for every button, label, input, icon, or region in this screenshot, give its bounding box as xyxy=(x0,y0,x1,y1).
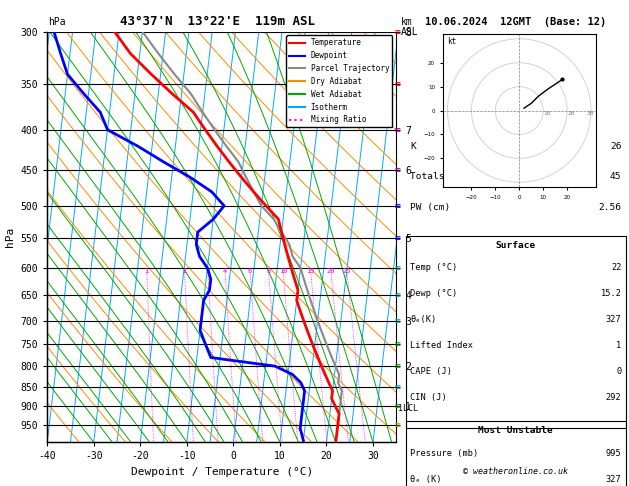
Text: ≡: ≡ xyxy=(394,201,401,211)
Text: 20: 20 xyxy=(567,111,574,116)
Text: CIN (J): CIN (J) xyxy=(410,393,447,402)
Text: 45: 45 xyxy=(610,173,621,181)
Text: 4: 4 xyxy=(223,268,227,274)
Text: Pressure (mb): Pressure (mb) xyxy=(410,449,479,458)
Text: Dewp (°C): Dewp (°C) xyxy=(410,289,457,298)
Text: 2.56: 2.56 xyxy=(598,203,621,212)
Text: ≡: ≡ xyxy=(394,290,401,300)
Text: PW (cm): PW (cm) xyxy=(410,203,450,212)
Text: ≡: ≡ xyxy=(394,165,401,175)
Text: Totals Totals: Totals Totals xyxy=(410,173,485,181)
Text: θₑ(K): θₑ(K) xyxy=(410,315,437,324)
Text: ASL: ASL xyxy=(401,27,419,36)
Text: hPa: hPa xyxy=(48,17,65,27)
Y-axis label: hPa: hPa xyxy=(5,227,15,247)
Text: kt: kt xyxy=(447,36,457,46)
Text: 2: 2 xyxy=(182,268,187,274)
Text: 30: 30 xyxy=(586,111,594,116)
Text: θₑ (K): θₑ (K) xyxy=(410,474,442,484)
X-axis label: Dewpoint / Temperature (°C): Dewpoint / Temperature (°C) xyxy=(131,467,313,477)
Text: 327: 327 xyxy=(606,474,621,484)
Text: km: km xyxy=(401,17,413,27)
Text: 26: 26 xyxy=(610,142,621,151)
Text: 10: 10 xyxy=(279,268,287,274)
Text: 1LCL: 1LCL xyxy=(398,404,418,413)
Text: ≡: ≡ xyxy=(394,233,401,243)
Text: ≡: ≡ xyxy=(394,382,401,392)
Text: ≡: ≡ xyxy=(394,315,401,326)
Text: 22: 22 xyxy=(611,263,621,272)
Text: 1: 1 xyxy=(616,341,621,350)
Text: 10.06.2024  12GMT  (Base: 12): 10.06.2024 12GMT (Base: 12) xyxy=(425,17,606,27)
Text: ≡: ≡ xyxy=(394,420,401,430)
Text: 292: 292 xyxy=(606,393,621,402)
Text: Most Unstable: Most Unstable xyxy=(479,426,553,435)
Text: 1: 1 xyxy=(145,268,149,274)
Text: © weatheronline.co.uk: © weatheronline.co.uk xyxy=(464,468,568,476)
Legend: Temperature, Dewpoint, Parcel Trajectory, Dry Adiabat, Wet Adiabat, Isotherm, Mi: Temperature, Dewpoint, Parcel Trajectory… xyxy=(286,35,392,127)
Text: 15.2: 15.2 xyxy=(601,289,621,298)
Text: 25: 25 xyxy=(342,268,351,274)
Text: K: K xyxy=(410,142,416,151)
Text: 43°37'N  13°22'E  119m ASL: 43°37'N 13°22'E 119m ASL xyxy=(120,16,314,28)
Text: 327: 327 xyxy=(606,315,621,324)
Text: ≡: ≡ xyxy=(394,79,401,89)
Text: 3: 3 xyxy=(206,268,210,274)
Text: Lifted Index: Lifted Index xyxy=(410,341,473,350)
Text: 20: 20 xyxy=(326,268,335,274)
Text: ≡: ≡ xyxy=(394,361,401,371)
Text: 0: 0 xyxy=(616,367,621,376)
Text: ≡: ≡ xyxy=(394,125,401,135)
Text: 995: 995 xyxy=(606,449,621,458)
Text: Temp (°C): Temp (°C) xyxy=(410,263,457,272)
Text: 10: 10 xyxy=(543,111,550,116)
Text: 8: 8 xyxy=(266,268,270,274)
Text: ≡: ≡ xyxy=(394,401,401,411)
Text: 6: 6 xyxy=(248,268,252,274)
Text: ≡: ≡ xyxy=(394,27,401,36)
Text: Surface: Surface xyxy=(496,241,536,250)
Text: 15: 15 xyxy=(306,268,314,274)
Text: ≡: ≡ xyxy=(394,339,401,349)
Text: CAPE (J): CAPE (J) xyxy=(410,367,452,376)
Text: ≡: ≡ xyxy=(394,263,401,273)
